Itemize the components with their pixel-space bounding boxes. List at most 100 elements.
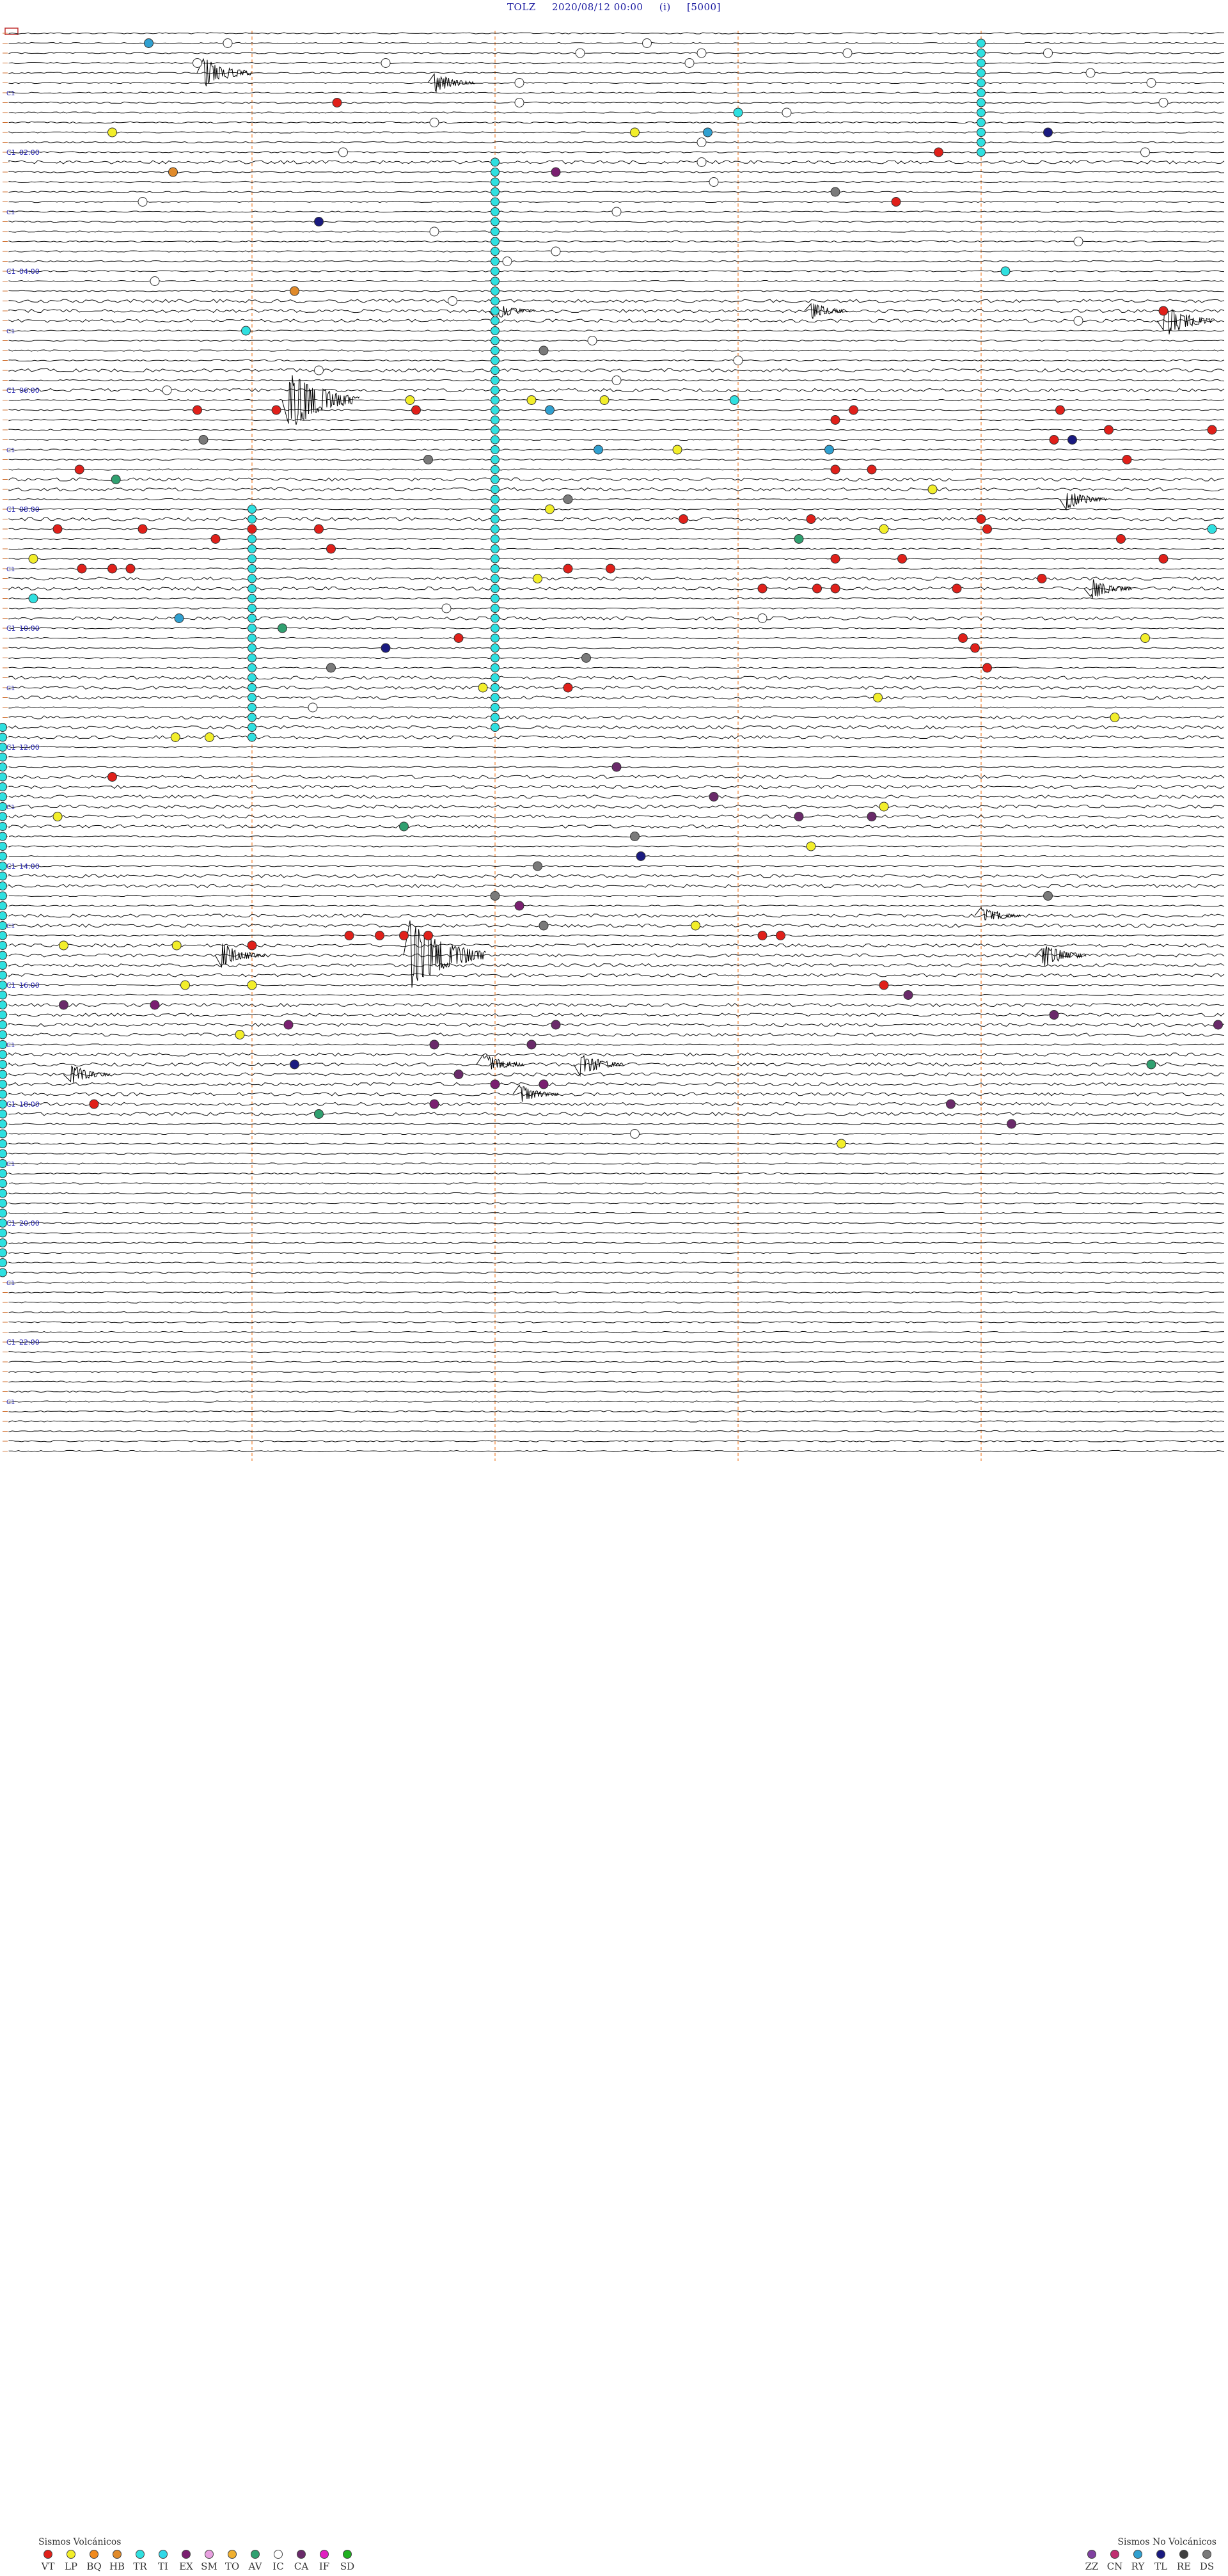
event-marker-tr (0, 812, 7, 821)
event-marker-tr (491, 514, 500, 524)
event-marker-tr (248, 663, 256, 672)
event-marker-tr (491, 525, 500, 533)
event-marker-tr (491, 276, 500, 286)
event-marker-tr (0, 1228, 7, 1238)
event-marker-tr (248, 624, 256, 633)
seismic-trace (8, 755, 1225, 759)
seismic-trace (8, 586, 1225, 591)
event-marker-vt (776, 931, 785, 940)
event-marker-tr (977, 68, 986, 77)
event-marker-tr (491, 356, 500, 365)
seismic-trace (8, 1222, 1225, 1224)
event-marker-tr (248, 683, 256, 692)
event-marker-ic (429, 226, 439, 237)
event-marker-tr (248, 633, 256, 643)
hour-label: 08:00 (19, 505, 40, 514)
seismic-trace (8, 1102, 1225, 1107)
event-marker-ds (490, 891, 500, 901)
seismic-trace (8, 576, 1225, 581)
seismic-trace (8, 1370, 1225, 1373)
seismic-trace (8, 894, 1225, 897)
event-marker-tr (248, 604, 256, 613)
seismic-trace (8, 1341, 1225, 1343)
seismic-trace (8, 220, 1225, 223)
event-marker-ic (193, 58, 202, 68)
event-marker-ic (575, 48, 585, 58)
event-marker-ic (733, 356, 743, 365)
seismic-trace (8, 1212, 1225, 1215)
event-marker-vt (976, 514, 986, 524)
event-marker-ry (703, 127, 712, 138)
event-marker-tr (491, 366, 500, 375)
earthquake-waveform (1156, 306, 1215, 335)
legend-item-av: AV (246, 2550, 265, 2572)
legend-item-ca: CA (292, 2550, 311, 2572)
event-marker-ds (533, 861, 542, 871)
event-marker-ic (630, 1129, 640, 1139)
event-marker-tl (314, 217, 324, 226)
seismic-trace (8, 1112, 1225, 1116)
seismic-trace (8, 270, 1225, 273)
legend-dot (159, 2550, 168, 2559)
event-marker-vt (52, 524, 63, 534)
seismic-trace (8, 1192, 1225, 1195)
seismic-trace (8, 91, 1225, 94)
legend-code: RE (1176, 2561, 1192, 2572)
row-marker: C1 (6, 209, 15, 216)
event-marker-av (794, 534, 804, 544)
legend-code: LP (64, 2561, 78, 2572)
event-marker-vt (344, 931, 354, 940)
legend-dot (1110, 2550, 1119, 2559)
seismic-trace (8, 943, 1225, 948)
seismic-trace (8, 905, 1225, 907)
seismic-trace (8, 973, 1225, 977)
row-marker: C1 (6, 1042, 15, 1049)
seismic-trace (8, 1242, 1225, 1244)
seismic-trace (8, 1361, 1225, 1363)
legend-dot (1133, 2550, 1142, 2559)
event-marker-tr (0, 1020, 7, 1029)
hour-label: 02:00 (19, 148, 40, 157)
event-marker-ca (429, 1039, 439, 1050)
event-marker-tr (0, 732, 7, 742)
event-marker-tr (491, 177, 500, 187)
header-scale: [5000] (687, 1, 721, 13)
event-marker-lp (837, 1139, 846, 1149)
seismic-trace (8, 1002, 1225, 1007)
seismic-trace (8, 1301, 1225, 1304)
event-marker-tr (0, 1149, 7, 1158)
row-marker: C1 (6, 1100, 16, 1109)
earthquake-waveform (403, 921, 486, 988)
event-marker-lp (28, 554, 38, 564)
event-marker-ic (162, 385, 172, 395)
event-marker-ic (842, 48, 853, 58)
seismic-trace (8, 963, 1225, 968)
event-marker-vt (867, 464, 877, 475)
event-marker-ex (283, 1020, 294, 1030)
event-marker-ex (150, 1000, 160, 1010)
seismic-trace (8, 1022, 1225, 1027)
event-marker-tr (491, 564, 500, 573)
legend-dot (1087, 2550, 1096, 2559)
event-marker-tr (248, 644, 256, 652)
event-marker-tr (491, 296, 500, 306)
event-marker-ca (1007, 1119, 1016, 1129)
event-marker-ex (539, 1079, 549, 1089)
event-marker-tr (248, 732, 256, 742)
seismic-trace (8, 438, 1225, 441)
event-marker-tr (977, 128, 986, 137)
event-marker-tr (0, 881, 7, 890)
event-marker-tr (729, 395, 739, 405)
event-marker-tr (491, 485, 500, 494)
seismic-trace (8, 429, 1225, 431)
event-marker-tr (491, 475, 500, 484)
seismic-trace (8, 1321, 1225, 1324)
event-marker-tr (0, 970, 7, 980)
event-marker-vt (1055, 405, 1065, 415)
hour-label: 22:00 (19, 1338, 40, 1347)
event-marker-vt (125, 564, 136, 574)
event-marker-vt (952, 583, 962, 594)
legend-item-zz: ZZ (1082, 2550, 1101, 2572)
seismic-trace (8, 299, 1225, 303)
event-marker-ic (138, 197, 148, 207)
